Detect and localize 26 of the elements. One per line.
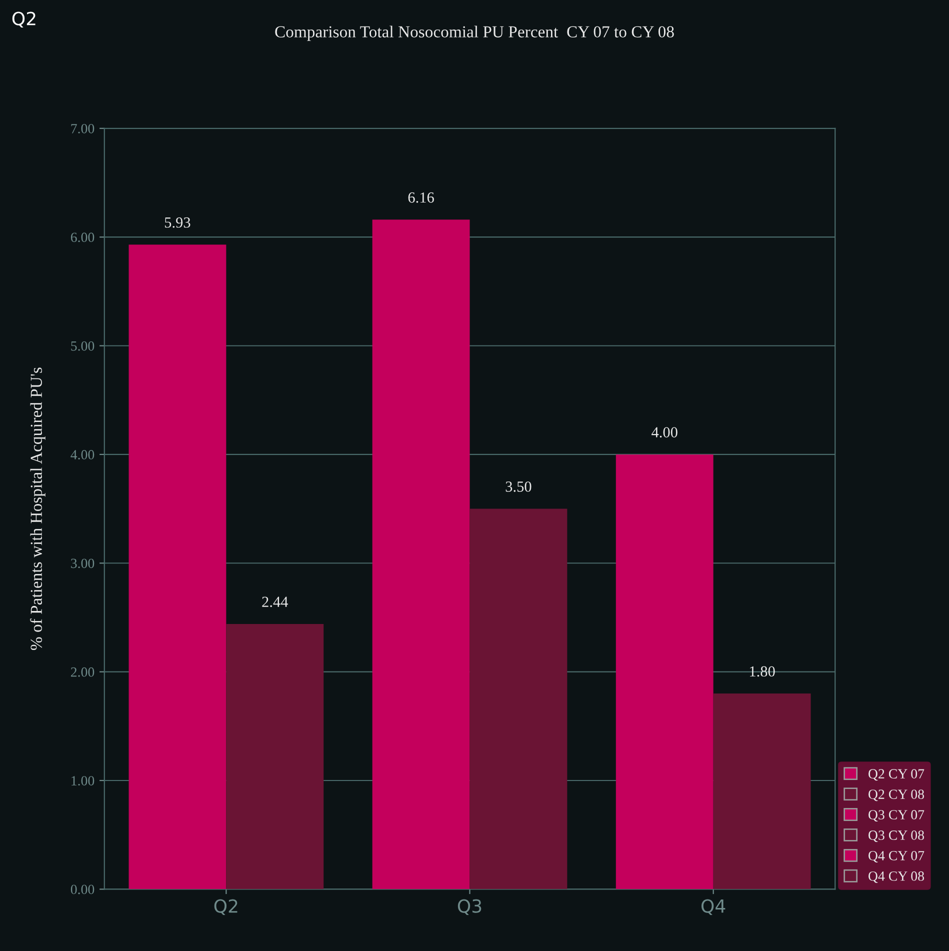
data-label: 6.16 [408, 192, 434, 203]
y-tick-label: 6.00 [70, 232, 94, 242]
x-tick-label: Q4 [701, 899, 726, 915]
data-label: 3.50 [506, 481, 532, 492]
data-label: 4.00 [652, 427, 678, 438]
legend-label: Q2 CY 07 [868, 769, 924, 781]
y-tick-label: 7.00 [71, 124, 94, 134]
legend-label: Q3 CY 07 [868, 810, 924, 822]
y-tick-label: 0.00 [70, 884, 94, 894]
legend-label: Q3 CY 08 [868, 830, 924, 842]
legend-label: Q2 CY 08 [868, 790, 924, 802]
data-label: 2.44 [262, 596, 288, 608]
data-label: 5.93 [164, 217, 190, 228]
x-tick-label: Q2 [214, 899, 238, 915]
chart-title: Comparison Total Nosocomial PU Percent CY 07 to CY 08 [275, 26, 674, 41]
data-label: 1.80 [750, 666, 775, 677]
y-tick-label: 3.00 [71, 558, 94, 568]
y-tick-label: 5.00 [71, 341, 94, 351]
legend-label: Q4 CY 08 [868, 871, 924, 883]
y-axis-title: % of Patients with Hospital Acquired PU's [30, 368, 46, 650]
x-tick-label: Q3 [458, 899, 482, 915]
y-tick-label: 1.00 [72, 776, 94, 786]
y-tick-label: 2.00 [70, 667, 94, 677]
legend-label: Q4 CY 07 [868, 850, 924, 862]
text: Q2 [12, 12, 36, 28]
y-tick-label: 4.00 [70, 450, 94, 460]
